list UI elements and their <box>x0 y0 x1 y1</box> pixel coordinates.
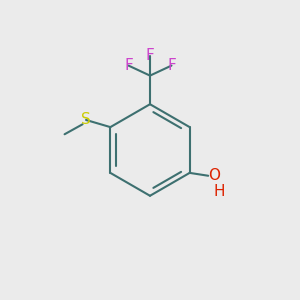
Text: F: F <box>146 48 154 63</box>
Text: O: O <box>208 168 220 183</box>
Text: F: F <box>124 58 133 73</box>
Text: F: F <box>167 58 176 73</box>
Text: S: S <box>81 112 91 128</box>
Text: H: H <box>214 184 225 199</box>
